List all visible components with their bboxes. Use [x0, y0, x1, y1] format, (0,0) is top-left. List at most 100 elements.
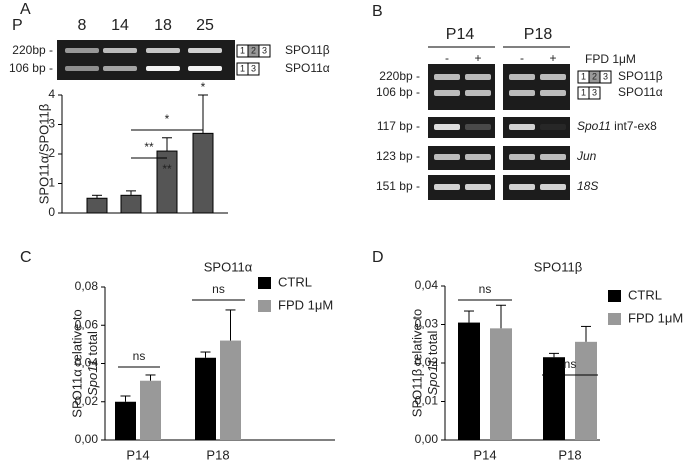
treatment-label: FPD 1μM — [585, 52, 636, 66]
y-tick-label: 0,00 — [75, 432, 99, 446]
significance-label: ns — [212, 282, 225, 296]
group-label: P14 — [446, 26, 475, 43]
y-tick-label: 0,01 — [415, 394, 439, 408]
gel-band — [146, 48, 180, 53]
gene-name: Jun — [576, 149, 597, 163]
gel-band — [509, 124, 535, 130]
y-tick-label: 0,08 — [75, 279, 99, 293]
x-tick-label: P18 — [558, 447, 581, 462]
chart-title: SPO11α — [204, 259, 253, 274]
legend-label: CTRL — [278, 274, 312, 289]
isoform-name: SPO11β — [618, 69, 663, 83]
gel-band — [465, 154, 491, 160]
bar — [490, 328, 512, 440]
gel-band — [103, 66, 137, 71]
gel-band — [434, 154, 460, 160]
bar — [220, 340, 241, 440]
exon-label: 1 — [581, 71, 586, 81]
significance-label: * — [201, 80, 206, 94]
isoform-name: SPO11β — [285, 43, 330, 57]
legend-label: CTRL — [628, 287, 662, 302]
legend-swatch — [608, 290, 621, 302]
gel-band — [188, 66, 222, 71]
exon-label: 3 — [603, 71, 608, 81]
y-axis-label: Spo11 total — [425, 330, 440, 395]
legend-label: FPD 1μM — [278, 297, 333, 312]
target-label: 18S — [577, 179, 598, 193]
band-size: 151 bp - — [376, 179, 420, 193]
gel-band — [465, 124, 491, 130]
significance-label: ** — [162, 162, 172, 176]
exon-label: 2 — [592, 71, 597, 81]
bar — [543, 357, 565, 440]
exon-box — [258, 44, 271, 58]
gel-band — [540, 184, 566, 190]
bar — [115, 401, 136, 440]
y-axis-label: SPO11α/SPO11β — [36, 104, 51, 205]
treatment-sign: - — [445, 51, 449, 65]
bar — [195, 357, 216, 440]
target-suffix: int7-ex8 — [611, 119, 657, 133]
significance-label: * — [165, 112, 170, 126]
panel-label: D — [372, 249, 384, 266]
exon-label: 1 — [240, 45, 245, 55]
gel-band — [465, 74, 491, 80]
exon-label: 3 — [262, 45, 267, 55]
gel-band — [465, 184, 491, 190]
gel — [503, 117, 570, 138]
gel-band — [509, 154, 535, 160]
y-tick-label: 0,06 — [75, 317, 99, 331]
bar — [86, 197, 108, 214]
gel-band — [540, 154, 566, 160]
band-size: 106 bp - — [9, 61, 53, 75]
treatment-sign: - — [520, 51, 524, 65]
gel-band — [103, 48, 137, 53]
band-size: 220bp - — [379, 69, 420, 83]
gel — [57, 40, 235, 80]
y-tick-label: 0,00 — [415, 432, 439, 446]
y-axis-label: SPO11β relative to — [409, 309, 424, 417]
gel-band — [540, 124, 566, 130]
gel-band — [65, 48, 99, 53]
gel-band — [540, 74, 566, 80]
y-tick-label: 0,02 — [415, 355, 439, 369]
gel-band — [65, 66, 99, 71]
isoform-name: SPO11α — [618, 85, 663, 99]
band-size: 220bp - — [12, 43, 53, 57]
panel-label: A — [20, 1, 31, 18]
x-tick-label: P14 — [473, 447, 496, 462]
gene-name: Spo11 — [425, 359, 440, 396]
band-size: 106 bp - — [376, 85, 420, 99]
exon-label: 2 — [251, 45, 256, 55]
gel-row-label: P — [12, 17, 23, 34]
bar — [575, 341, 597, 440]
isoform-name: SPO11α — [285, 61, 330, 75]
gel-band — [465, 90, 491, 96]
y-tick-label: 0 — [48, 205, 55, 219]
lane-label: 18 — [154, 17, 172, 34]
legend-swatch — [608, 313, 621, 325]
y-tick-label: 0,03 — [415, 317, 439, 331]
y-tick-label: 0,02 — [75, 394, 99, 408]
exon-label: 1 — [581, 87, 586, 97]
target-label: Jun — [576, 149, 597, 163]
gene-name: Spo11 — [85, 359, 100, 396]
y-tick-label: 4 — [48, 87, 55, 101]
bar — [140, 380, 161, 440]
y-axis-label: Spo11 total — [85, 331, 100, 396]
bar — [156, 150, 178, 214]
x-tick-label: P18 — [206, 447, 229, 462]
exon-box — [588, 86, 601, 100]
gel-band — [434, 74, 460, 80]
panel-label: C — [20, 249, 32, 266]
y-tick-label: 1 — [48, 176, 55, 190]
exon-box — [247, 62, 260, 76]
gel-band — [509, 184, 535, 190]
exon-label: 3 — [251, 63, 256, 73]
gel-band — [434, 90, 460, 96]
y-tick-label: 2 — [48, 146, 55, 160]
gel — [428, 117, 495, 138]
lane-label: 25 — [196, 17, 214, 34]
y-tick-label: 3 — [48, 117, 55, 131]
legend-swatch — [258, 300, 271, 312]
